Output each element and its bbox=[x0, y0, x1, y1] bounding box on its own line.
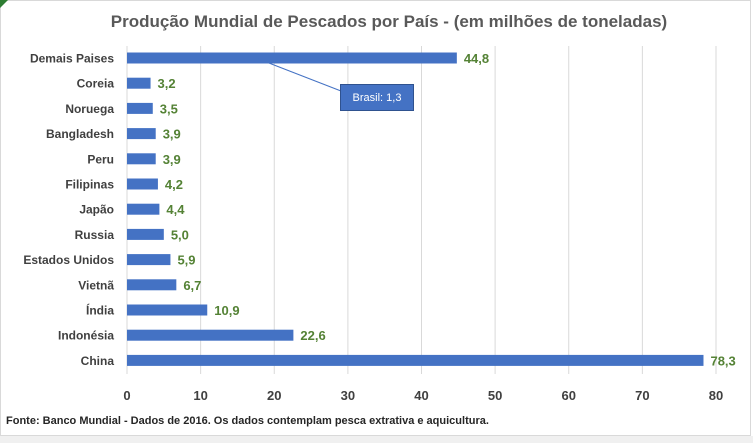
data-label: 6,7 bbox=[183, 278, 201, 293]
data-label: 5,0 bbox=[171, 227, 189, 242]
bar bbox=[127, 203, 160, 215]
bar bbox=[127, 329, 294, 341]
bar bbox=[127, 128, 156, 140]
bar bbox=[127, 228, 164, 240]
x-tick-label: 70 bbox=[635, 388, 649, 403]
bar bbox=[127, 153, 156, 165]
bar bbox=[127, 52, 457, 64]
category-label: Estados Unidos bbox=[23, 253, 114, 267]
category-label: Indonésia bbox=[58, 329, 114, 343]
bar bbox=[127, 178, 158, 190]
bar bbox=[127, 304, 208, 316]
bar bbox=[127, 102, 153, 114]
bars bbox=[127, 52, 704, 366]
data-label: 4,4 bbox=[166, 202, 185, 217]
x-tick-label: 30 bbox=[341, 388, 355, 403]
bar bbox=[127, 254, 171, 266]
category-label: Bangladesh bbox=[46, 127, 114, 141]
category-label: Filipinas bbox=[65, 178, 114, 192]
chart-title: Produção Mundial de Pescados por País - … bbox=[110, 12, 668, 31]
data-label: 4,2 bbox=[165, 177, 183, 192]
data-label: 78,3 bbox=[710, 353, 735, 368]
selection-corner-marker bbox=[0, 0, 8, 8]
window-bottom-strip bbox=[0, 436, 753, 443]
annotation-leader-line bbox=[255, 57, 342, 92]
x-tick-label: 0 bbox=[123, 388, 130, 403]
annotation-callout: Brasil: 1,3 bbox=[340, 84, 414, 111]
x-tick-label: 60 bbox=[562, 388, 576, 403]
category-label: China bbox=[81, 354, 115, 368]
data-label: 3,9 bbox=[163, 152, 181, 167]
category-label: Noruega bbox=[65, 102, 114, 116]
category-label: Russia bbox=[75, 228, 115, 242]
category-label: Demais Paises bbox=[30, 52, 114, 66]
data-label: 22,6 bbox=[300, 328, 325, 343]
x-tick-labels: 0 10 20 30 40 50 60 70 80 bbox=[123, 388, 723, 403]
data-label: 10,9 bbox=[214, 303, 239, 318]
x-tick-label: 20 bbox=[267, 388, 281, 403]
category-label: Peru bbox=[87, 152, 114, 166]
category-label: Vietnã bbox=[78, 278, 114, 292]
gridlines bbox=[126, 46, 717, 374]
x-tick-label: 10 bbox=[193, 388, 207, 403]
data-label: 44,8 bbox=[464, 51, 489, 66]
x-tick-label: 50 bbox=[488, 388, 502, 403]
x-tick-label: 40 bbox=[414, 388, 428, 403]
data-label: 3,2 bbox=[158, 76, 176, 91]
category-label: Índia bbox=[86, 303, 114, 318]
data-label: 5,9 bbox=[177, 253, 195, 268]
x-tick-label: 80 bbox=[709, 388, 723, 403]
category-label: Japão bbox=[79, 203, 114, 217]
bar bbox=[127, 279, 177, 291]
data-label: 3,5 bbox=[160, 101, 178, 116]
data-label: 3,9 bbox=[163, 127, 181, 142]
category-label: Coreia bbox=[77, 77, 115, 91]
category-labels: Demais Paises Coreia Noruega Bangladesh Peru… bbox=[23, 52, 114, 368]
bar bbox=[127, 77, 151, 89]
bar bbox=[127, 354, 704, 366]
source-footnote: Fonte: Banco Mundial - Dados de 2016. Os… bbox=[6, 415, 489, 427]
value-labels: 44,8 3,2 3,5 3,9 3,9 4,2 4,4 5,0 5,9 6,7 10,9 22,6 7… bbox=[158, 51, 736, 368]
